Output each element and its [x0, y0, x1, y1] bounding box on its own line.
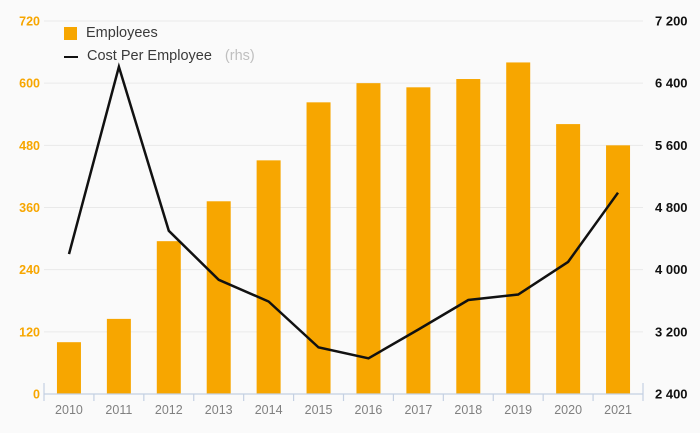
legend-label-employees: Employees [86, 25, 158, 41]
x-axis-label-2013: 2013 [205, 403, 233, 417]
right-axis-tick-label: 6 400 [655, 76, 688, 91]
left-axis-tick-label: 360 [19, 201, 40, 215]
left-axis-tick-label: 720 [19, 15, 40, 29]
bar-2012 [156, 241, 181, 394]
bar-2017 [406, 87, 431, 395]
legend-item-cost-per-employee: Cost Per Employee (rhs) [64, 48, 255, 65]
x-axis-label-2015: 2015 [305, 403, 333, 417]
bar-2020 [556, 124, 581, 395]
cost-per-employee-line [67, 62, 620, 360]
left-axis-tick-label: 0 [33, 388, 40, 402]
employees-bar-swatch-icon [64, 27, 77, 40]
bar-2010 [56, 342, 81, 394]
x-axis-label-2011: 2011 [105, 403, 132, 417]
bar-2018 [456, 79, 481, 395]
left-axis-tick-label: 120 [19, 325, 40, 339]
right-axis-tick-label: 4 000 [655, 262, 688, 277]
x-axis-label-2018: 2018 [454, 403, 482, 417]
x-axis-label-2010: 2010 [55, 403, 83, 417]
x-axis-label-2017: 2017 [404, 403, 432, 417]
legend-item-employees: Employees [64, 25, 255, 42]
right-axis-tick-label: 4 800 [655, 200, 688, 215]
bar-2013 [206, 201, 231, 394]
right-axis-tick-label: 2 400 [655, 387, 688, 402]
right-axis-tick-label: 5 600 [655, 138, 688, 153]
left-axis-tick-label: 480 [19, 139, 40, 153]
left-axis-tick-label: 240 [19, 263, 40, 277]
bar-2014 [256, 160, 281, 394]
x-axis-label-2012: 2012 [155, 403, 183, 417]
legend-label-cost-per-employee: Cost Per Employee [87, 48, 212, 64]
legend-rhs-suffix: (rhs) [224, 48, 255, 64]
x-axis-label-2014: 2014 [255, 403, 283, 417]
bar-2015 [306, 102, 331, 395]
bar-2011 [106, 318, 131, 394]
x-axis-label-2016: 2016 [355, 403, 383, 417]
legend: Employees Cost Per Employee (rhs) [64, 25, 255, 65]
bar-2019 [506, 62, 531, 394]
x-axis-label-2020: 2020 [554, 403, 582, 417]
cost-line-swatch-icon [64, 55, 78, 58]
bar-2021 [606, 145, 631, 394]
x-axis-label-2021: 2021 [604, 403, 632, 417]
left-axis-tick-label: 600 [19, 77, 40, 91]
x-axis-label-2019: 2019 [504, 403, 532, 417]
bar-2016 [356, 83, 381, 395]
right-axis-tick-label: 3 200 [655, 324, 688, 339]
right-axis-tick-label: 7 200 [655, 14, 688, 29]
